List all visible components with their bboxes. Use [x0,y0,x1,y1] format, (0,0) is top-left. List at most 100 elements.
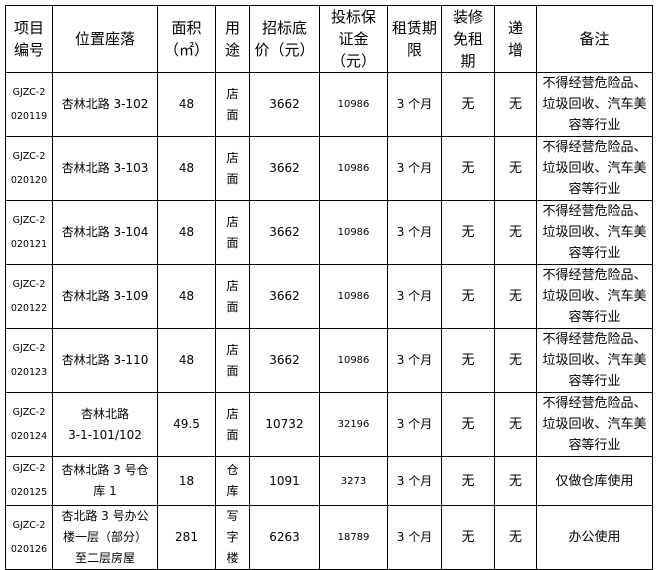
cell-use: 店 面 [215,264,250,329]
cell-term: 3 个月 [387,328,442,393]
header-deposit: 投标保 证金 （元） [319,5,388,73]
cell-area: 48 [157,72,216,137]
cell-base-price: 1091 [249,456,320,506]
cell-increase: 无 [494,136,537,201]
cell-code: GJZC-2 020124 [5,392,53,457]
cell-code: GJZC-2 020125 [5,456,53,506]
cell-use: 写 字 楼 [215,505,250,570]
cell-area: 48 [157,264,216,329]
cell-area: 18 [157,456,216,506]
cell-use: 店 面 [215,72,250,137]
cell-location: 杏林北路 3 号仓 库 1 [52,456,158,506]
cell-area: 48 [157,136,216,201]
cell-use: 仓 库 [215,456,250,506]
table-row: GJZC-2 020123 杏林北路 3-110 48 店 面 3662 10986 3 个… [5,328,653,393]
cell-code: GJZC-2 020120 [5,136,53,201]
cell-note: 不得经营危险品、 垃圾回收、汽车美 容等行业 [536,264,653,329]
cell-increase: 无 [494,392,537,457]
cell-use: 店 面 [215,200,250,265]
cell-note: 不得经营危险品、 垃圾回收、汽车美 容等行业 [536,136,653,201]
lease-table: 项目 编号 位置座落 面积 （㎡）用 途招标底 价（元） 投标保 证金 （元） 租赁期 … [5,5,653,570]
cell-increase: 无 [494,264,537,329]
table-row: GJZC-2 020125 杏林北路 3 号仓 库 1 18 仓 库 1091 3273 3… [5,456,653,506]
cell-free-period: 无 [441,72,495,137]
cell-note: 办公使用 [536,505,653,570]
cell-term: 3 个月 [387,200,442,265]
cell-free-period: 无 [441,264,495,329]
cell-code: GJZC-2 020121 [5,200,53,265]
cell-location: 杏北路 3 号办公 楼一层（部分） 至二层房屋 [52,505,158,570]
cell-deposit: 10986 [319,136,388,201]
cell-base-price: 3662 [249,136,320,201]
cell-location: 杏林北路 3-104 [52,200,158,265]
cell-free-period: 无 [441,505,495,570]
cell-note: 仅做仓库使用 [536,456,653,506]
cell-location: 杏林北路 3-102 [52,72,158,137]
cell-deposit: 32196 [319,392,388,457]
cell-free-period: 无 [441,456,495,506]
cell-base-price: 3662 [249,200,320,265]
cell-free-period: 无 [441,328,495,393]
cell-location: 杏林北路 3-110 [52,328,158,393]
cell-free-period: 无 [441,136,495,201]
cell-free-period: 无 [441,200,495,265]
header-location: 位置座落 [52,5,158,73]
cell-deposit: 10986 [319,264,388,329]
cell-code: GJZC-2 020126 [5,505,53,570]
cell-term: 3 个月 [387,505,442,570]
cell-base-price: 3662 [249,72,320,137]
cell-deposit: 18789 [319,505,388,570]
header-code: 项目 编号 [5,5,53,73]
cell-deposit: 10986 [319,328,388,393]
table-row: GJZC-2 020121 杏林北路 3-104 48 店 面 3662 10986 3 个… [5,200,653,265]
cell-note: 不得经营危险品、 垃圾回收、汽车美 容等行业 [536,200,653,265]
cell-term: 3 个月 [387,392,442,457]
cell-increase: 无 [494,505,537,570]
cell-note: 不得经营危险品、 垃圾回收、汽车美 容等行业 [536,328,653,393]
header-increase: 递 增 [494,5,537,73]
table-row: GJZC-2 020119 杏林北路 3-102 48 店 面 3662 10986 3 个… [5,72,653,137]
header-free-period: 装修 免租 期 [441,5,495,73]
cell-deposit: 10986 [319,200,388,265]
header-term: 租赁期 限 [387,5,442,73]
cell-increase: 无 [494,328,537,393]
cell-code: GJZC-2 020122 [5,264,53,329]
header-row: 项目 编号 位置座落 面积 （㎡）用 途招标底 价（元） 投标保 证金 （元） 租赁期 … [5,5,653,73]
cell-base-price: 3662 [249,264,320,329]
cell-location: 杏林北路 3-103 [52,136,158,201]
cell-area: 49.5 [157,392,216,457]
cell-term: 3 个月 [387,264,442,329]
cell-use: 店 面 [215,328,250,393]
table-row: GJZC-2 020122 杏林北路 3-109 48 店 面 3662 10986 3 个… [5,264,653,329]
cell-location: 杏林北路 3-109 [52,264,158,329]
cell-area: 281 [157,505,216,570]
cell-deposit: 3273 [319,456,388,506]
cell-note: 不得经营危险品、 垃圾回收、汽车美 容等行业 [536,392,653,457]
cell-use: 店 面 [215,392,250,457]
cell-base-price: 6263 [249,505,320,570]
cell-deposit: 10986 [319,72,388,137]
table-row: GJZC-2 020126 杏北路 3 号办公 楼一层（部分） 至二层房屋 281 写… [5,505,653,570]
header-base-price: 招标底 价（元） [249,5,320,73]
cell-term: 3 个月 [387,72,442,137]
table-row: GJZC-2 020120 杏林北路 3-103 48 店 面 3662 10986 3 个… [5,136,653,201]
cell-code: GJZC-2 020123 [5,328,53,393]
header-area: 面积 （㎡） [157,5,216,73]
cell-code: GJZC-2 020119 [5,72,53,137]
cell-area: 48 [157,200,216,265]
cell-free-period: 无 [441,392,495,457]
table-row: GJZC-2 020124 杏林北路 3-1-101/102 49.5 店 面 1073… [5,392,653,457]
cell-base-price: 3662 [249,328,320,393]
cell-term: 3 个月 [387,136,442,201]
cell-term: 3 个月 [387,456,442,506]
cell-increase: 无 [494,456,537,506]
cell-base-price: 10732 [249,392,320,457]
header-note: 备注 [536,5,653,73]
cell-location: 杏林北路 3-1-101/102 [52,392,158,457]
cell-note: 不得经营危险品、 垃圾回收、汽车美 容等行业 [536,72,653,137]
cell-increase: 无 [494,72,537,137]
cell-area: 48 [157,328,216,393]
cell-use: 店 面 [215,136,250,201]
cell-increase: 无 [494,200,537,265]
header-use: 用 途 [215,5,250,73]
